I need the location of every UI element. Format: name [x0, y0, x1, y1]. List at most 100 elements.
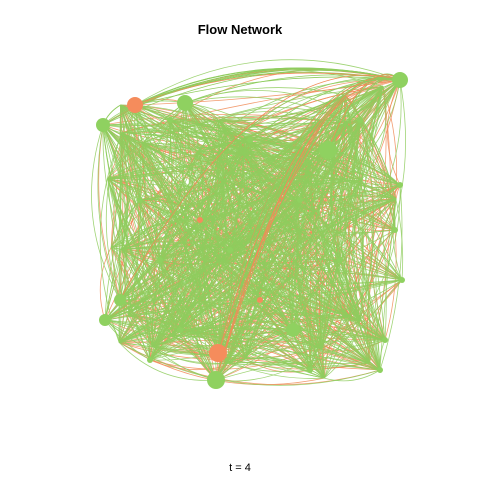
node-green [337, 257, 343, 263]
edge [215, 79, 401, 381]
edge [102, 124, 198, 334]
node-green [297, 197, 303, 203]
edge [118, 299, 261, 343]
edge [152, 179, 362, 347]
node-orange [127, 97, 143, 113]
node-green [99, 314, 111, 326]
edge [199, 219, 231, 251]
edge [159, 179, 362, 261]
edge [197, 151, 201, 221]
edge [91, 124, 121, 301]
edge [169, 119, 401, 186]
edge [320, 149, 339, 350]
edge [102, 124, 219, 354]
edge [184, 102, 381, 371]
edge [299, 231, 386, 341]
edge [199, 219, 231, 251]
edge [102, 69, 401, 126]
edge [169, 119, 301, 232]
edge [102, 124, 351, 317]
edge [229, 173, 312, 251]
edge [244, 137, 352, 317]
edge-layer-green [91, 59, 406, 386]
edge [179, 329, 325, 379]
edge [215, 339, 386, 381]
edge [184, 74, 401, 104]
edge [309, 159, 401, 186]
edge [292, 77, 401, 331]
edge [107, 173, 312, 187]
edge [223, 179, 301, 201]
edge [199, 137, 246, 221]
edge [107, 178, 151, 361]
edge [128, 315, 197, 334]
edge [104, 319, 228, 364]
edge [107, 178, 129, 316]
edge [110, 219, 201, 248]
edge [387, 79, 401, 186]
edge [215, 78, 401, 381]
edge [118, 86, 384, 343]
chart-title: Flow Network [197, 22, 283, 37]
edge [159, 259, 325, 379]
edge [97, 124, 151, 361]
node-orange [197, 217, 203, 223]
edge [121, 132, 224, 181]
edge [300, 198, 397, 232]
node-green [247, 137, 253, 143]
edge [159, 119, 219, 261]
edge [392, 198, 403, 281]
node-green [137, 197, 143, 203]
edge [134, 104, 403, 281]
edge [105, 132, 123, 301]
edge [121, 132, 141, 201]
edge [134, 104, 247, 360]
edge [359, 119, 396, 231]
edge [107, 178, 217, 381]
edge [119, 299, 311, 371]
edge [152, 219, 201, 347]
edge [309, 86, 384, 371]
edge [149, 79, 401, 361]
edge [121, 130, 396, 231]
node-green [177, 327, 183, 333]
edge [184, 102, 204, 221]
edge [322, 120, 403, 281]
node-green [286, 323, 300, 337]
edge [217, 78, 401, 354]
edge [169, 79, 401, 123]
edge [217, 152, 261, 301]
edge [102, 124, 201, 221]
edge [119, 77, 401, 301]
edge [291, 199, 301, 331]
edge [310, 85, 384, 174]
edge [152, 329, 294, 348]
edge [197, 94, 345, 152]
edge [172, 336, 370, 368]
edge [218, 152, 361, 321]
edge [196, 312, 361, 334]
edge [104, 102, 186, 321]
edge [346, 121, 381, 371]
node-green [157, 257, 163, 263]
edge [320, 119, 361, 379]
edge [134, 94, 345, 127]
edge [359, 119, 369, 181]
edge [245, 79, 401, 360]
edge [119, 79, 401, 301]
edge [324, 369, 381, 382]
edge [128, 231, 301, 316]
node-green [392, 72, 408, 88]
edge [172, 219, 201, 337]
edge [99, 247, 112, 321]
node-green [114, 294, 126, 306]
edge [121, 149, 329, 250]
edge [110, 247, 151, 361]
edge [159, 248, 231, 261]
node-green [147, 357, 153, 363]
edge [303, 148, 330, 371]
time-caption: t = 4 [229, 462, 251, 474]
edge [152, 148, 304, 347]
node-green [167, 117, 173, 123]
edge [102, 124, 174, 337]
